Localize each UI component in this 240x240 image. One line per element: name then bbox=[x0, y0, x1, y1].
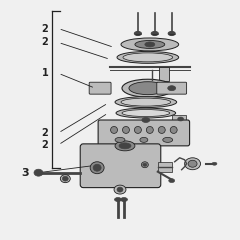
Ellipse shape bbox=[178, 117, 184, 121]
Bar bbox=[158, 162, 172, 172]
FancyBboxPatch shape bbox=[157, 82, 187, 94]
Ellipse shape bbox=[134, 126, 141, 133]
Ellipse shape bbox=[143, 163, 147, 166]
Ellipse shape bbox=[168, 31, 175, 36]
Ellipse shape bbox=[145, 42, 155, 47]
Ellipse shape bbox=[142, 118, 150, 122]
Ellipse shape bbox=[122, 110, 170, 117]
Bar bbox=[172, 115, 186, 122]
Ellipse shape bbox=[93, 164, 101, 171]
Ellipse shape bbox=[121, 38, 179, 51]
Ellipse shape bbox=[111, 126, 118, 133]
Text: 2: 2 bbox=[42, 140, 48, 150]
Ellipse shape bbox=[168, 86, 176, 91]
FancyBboxPatch shape bbox=[80, 144, 161, 188]
FancyBboxPatch shape bbox=[98, 120, 190, 146]
Ellipse shape bbox=[119, 143, 131, 149]
Ellipse shape bbox=[140, 137, 148, 142]
Ellipse shape bbox=[117, 187, 123, 192]
Ellipse shape bbox=[117, 51, 179, 63]
Ellipse shape bbox=[115, 97, 177, 108]
Ellipse shape bbox=[121, 98, 171, 106]
Ellipse shape bbox=[114, 185, 126, 194]
Text: 2: 2 bbox=[42, 128, 48, 138]
Ellipse shape bbox=[122, 79, 174, 97]
Ellipse shape bbox=[146, 126, 153, 133]
Ellipse shape bbox=[185, 158, 201, 170]
Ellipse shape bbox=[135, 41, 165, 48]
Ellipse shape bbox=[116, 108, 176, 118]
Ellipse shape bbox=[188, 160, 197, 167]
Ellipse shape bbox=[122, 126, 129, 133]
Ellipse shape bbox=[62, 176, 68, 181]
Ellipse shape bbox=[114, 198, 121, 202]
Text: 2: 2 bbox=[42, 37, 48, 48]
Ellipse shape bbox=[151, 31, 158, 36]
Bar bbox=[159, 67, 169, 81]
Ellipse shape bbox=[163, 137, 173, 142]
Ellipse shape bbox=[115, 141, 135, 151]
Ellipse shape bbox=[60, 175, 70, 183]
Ellipse shape bbox=[115, 137, 125, 142]
Ellipse shape bbox=[169, 179, 175, 183]
Ellipse shape bbox=[141, 162, 148, 168]
Text: 2: 2 bbox=[42, 24, 48, 34]
Ellipse shape bbox=[129, 82, 167, 95]
Ellipse shape bbox=[34, 169, 43, 176]
FancyBboxPatch shape bbox=[89, 82, 111, 94]
Ellipse shape bbox=[120, 198, 127, 202]
Ellipse shape bbox=[134, 31, 141, 36]
Ellipse shape bbox=[90, 162, 104, 174]
Ellipse shape bbox=[123, 53, 173, 62]
Text: 3: 3 bbox=[21, 168, 29, 178]
Ellipse shape bbox=[170, 126, 177, 133]
Ellipse shape bbox=[212, 162, 217, 165]
Ellipse shape bbox=[158, 126, 165, 133]
Text: 1: 1 bbox=[42, 68, 48, 78]
